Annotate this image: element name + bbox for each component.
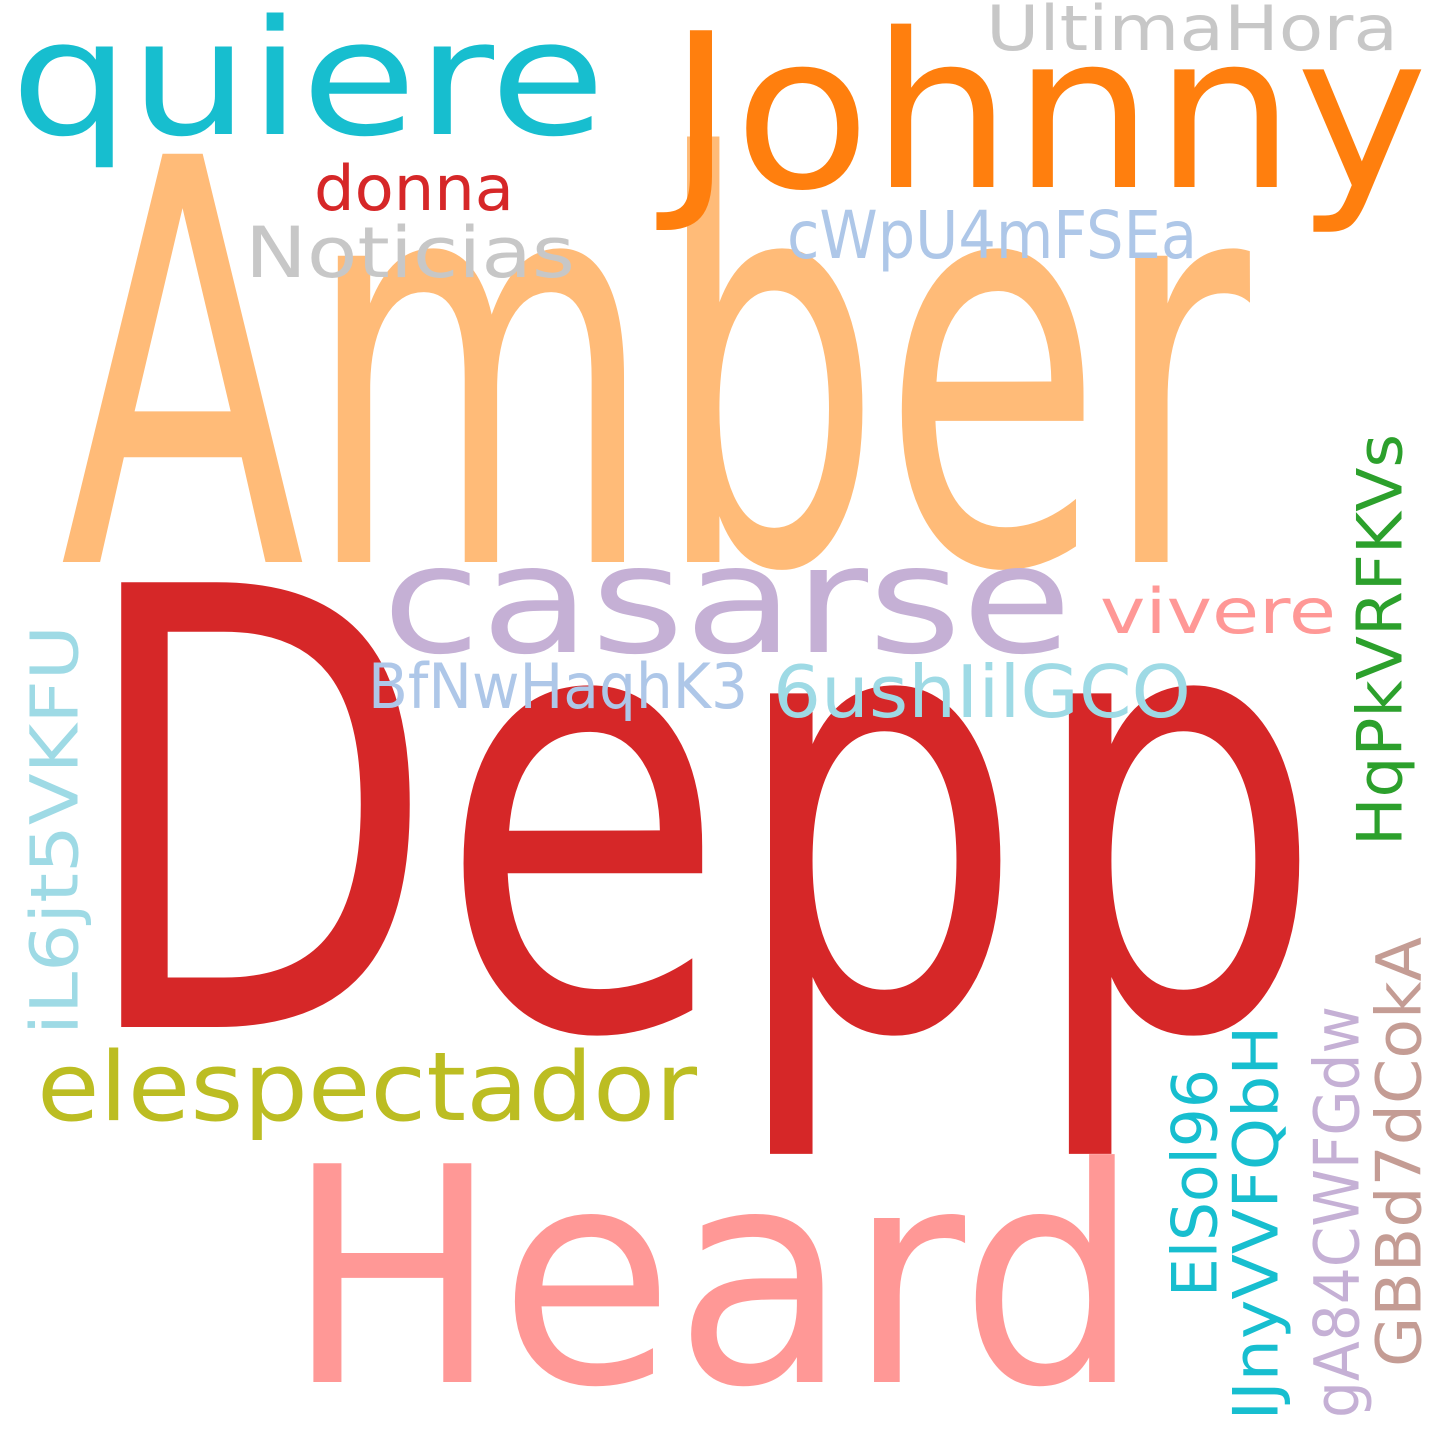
word-gbbd7dcoka: GBBd7dCokA	[1363, 937, 1436, 1367]
word-donna: donna	[314, 152, 514, 225]
word-johnny: Johnny	[656, 0, 1428, 238]
word-hqpkvrfkvs: HqPkVRFKVs	[1344, 434, 1417, 846]
word-casarse: casarse	[382, 514, 1072, 688]
word-ultimahora: UltimaHora	[986, 0, 1398, 65]
word-vivere: vivere	[1100, 575, 1336, 648]
word-heard: Heard	[286, 1104, 1141, 1440]
word-ijnyvvfqbh: IJnyVVFQbH	[1220, 1026, 1293, 1421]
word-6ushiilgco: 6ushIilGCO	[773, 650, 1191, 734]
word-elespectador: elespectador	[37, 1033, 698, 1143]
word-amber: Amber	[60, 43, 1254, 695]
word-cwpu4mfsea: cWpU4mFSEa	[787, 197, 1197, 274]
word-quiere: quiere	[11, 0, 606, 172]
word-ga84cwfgdw: gA84CWFGdw	[1301, 1006, 1374, 1418]
word-depp: Depp	[75, 461, 1325, 1171]
word-noticias: Noticias	[245, 212, 575, 294]
word-bfnwhaqhk3: BfNwHaqhK3	[368, 650, 748, 723]
word-elsol96: ElSol96	[1159, 1069, 1232, 1297]
word-il6jt5vkfu: iL6jt5VKFU	[17, 625, 94, 1035]
